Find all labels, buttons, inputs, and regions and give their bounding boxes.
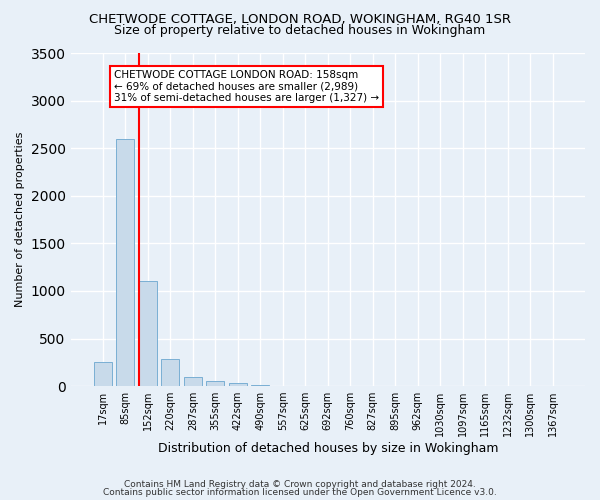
Bar xyxy=(139,282,157,386)
Bar xyxy=(251,385,269,386)
Text: Size of property relative to detached houses in Wokingham: Size of property relative to detached ho… xyxy=(115,24,485,37)
Bar xyxy=(94,362,112,386)
Text: CHETWODE COTTAGE, LONDON ROAD, WOKINGHAM, RG40 1SR: CHETWODE COTTAGE, LONDON ROAD, WOKINGHAM… xyxy=(89,12,511,26)
Bar xyxy=(229,383,247,386)
Text: CHETWODE COTTAGE LONDON ROAD: 158sqm
← 69% of detached houses are smaller (2,989: CHETWODE COTTAGE LONDON ROAD: 158sqm ← 6… xyxy=(114,70,379,103)
X-axis label: Distribution of detached houses by size in Wokingham: Distribution of detached houses by size … xyxy=(158,442,498,455)
Text: Contains public sector information licensed under the Open Government Licence v3: Contains public sector information licen… xyxy=(103,488,497,497)
Y-axis label: Number of detached properties: Number of detached properties xyxy=(15,132,25,307)
Bar xyxy=(161,360,179,386)
Bar xyxy=(116,138,134,386)
Bar xyxy=(184,376,202,386)
Bar xyxy=(206,382,224,386)
Text: Contains HM Land Registry data © Crown copyright and database right 2024.: Contains HM Land Registry data © Crown c… xyxy=(124,480,476,489)
